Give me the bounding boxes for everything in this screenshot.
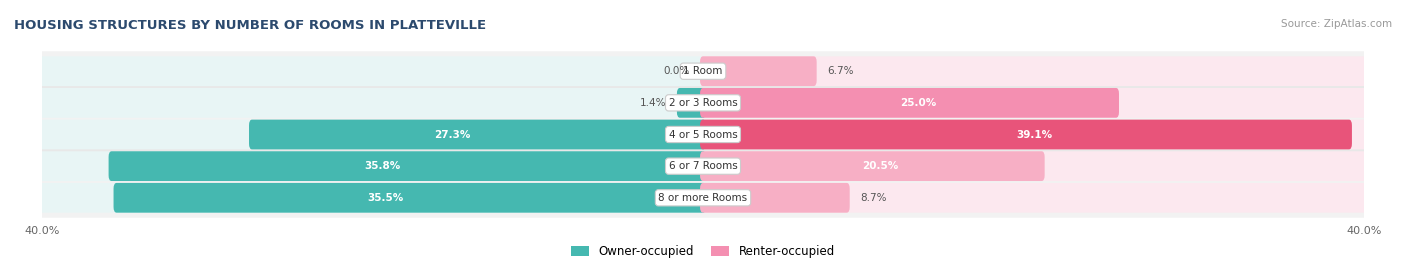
Text: 1 Room: 1 Room bbox=[683, 66, 723, 76]
FancyBboxPatch shape bbox=[700, 151, 1367, 181]
Text: 35.8%: 35.8% bbox=[364, 161, 401, 171]
FancyBboxPatch shape bbox=[39, 115, 1367, 154]
FancyBboxPatch shape bbox=[39, 83, 1367, 123]
Text: Source: ZipAtlas.com: Source: ZipAtlas.com bbox=[1281, 19, 1392, 29]
FancyBboxPatch shape bbox=[700, 56, 817, 86]
FancyBboxPatch shape bbox=[39, 120, 706, 149]
FancyBboxPatch shape bbox=[39, 51, 1367, 91]
FancyBboxPatch shape bbox=[249, 120, 706, 149]
Text: 20.5%: 20.5% bbox=[862, 161, 898, 171]
FancyBboxPatch shape bbox=[39, 178, 1367, 218]
Text: HOUSING STRUCTURES BY NUMBER OF ROOMS IN PLATTEVILLE: HOUSING STRUCTURES BY NUMBER OF ROOMS IN… bbox=[14, 19, 486, 32]
FancyBboxPatch shape bbox=[39, 151, 706, 181]
Text: 6.7%: 6.7% bbox=[827, 66, 853, 76]
Text: 2 or 3 Rooms: 2 or 3 Rooms bbox=[669, 98, 737, 108]
FancyBboxPatch shape bbox=[39, 88, 706, 118]
Legend: Owner-occupied, Renter-occupied: Owner-occupied, Renter-occupied bbox=[567, 240, 839, 263]
Text: 4 or 5 Rooms: 4 or 5 Rooms bbox=[669, 129, 737, 140]
Text: 27.3%: 27.3% bbox=[434, 129, 471, 140]
FancyBboxPatch shape bbox=[39, 56, 706, 86]
FancyBboxPatch shape bbox=[108, 151, 706, 181]
Text: 39.1%: 39.1% bbox=[1017, 129, 1052, 140]
FancyBboxPatch shape bbox=[114, 183, 706, 213]
Text: 8 or more Rooms: 8 or more Rooms bbox=[658, 193, 748, 203]
Text: 0.0%: 0.0% bbox=[664, 66, 690, 76]
FancyBboxPatch shape bbox=[39, 146, 1367, 186]
Text: 8.7%: 8.7% bbox=[860, 193, 886, 203]
FancyBboxPatch shape bbox=[39, 183, 706, 213]
FancyBboxPatch shape bbox=[700, 120, 1353, 149]
FancyBboxPatch shape bbox=[700, 120, 1367, 149]
FancyBboxPatch shape bbox=[700, 183, 1367, 213]
FancyBboxPatch shape bbox=[676, 88, 706, 118]
FancyBboxPatch shape bbox=[700, 88, 1119, 118]
Text: 1.4%: 1.4% bbox=[640, 98, 666, 108]
FancyBboxPatch shape bbox=[700, 56, 1367, 86]
FancyBboxPatch shape bbox=[700, 88, 1367, 118]
Text: 35.5%: 35.5% bbox=[367, 193, 404, 203]
FancyBboxPatch shape bbox=[700, 151, 1045, 181]
Text: 25.0%: 25.0% bbox=[900, 98, 936, 108]
Text: 6 or 7 Rooms: 6 or 7 Rooms bbox=[669, 161, 737, 171]
FancyBboxPatch shape bbox=[700, 183, 849, 213]
